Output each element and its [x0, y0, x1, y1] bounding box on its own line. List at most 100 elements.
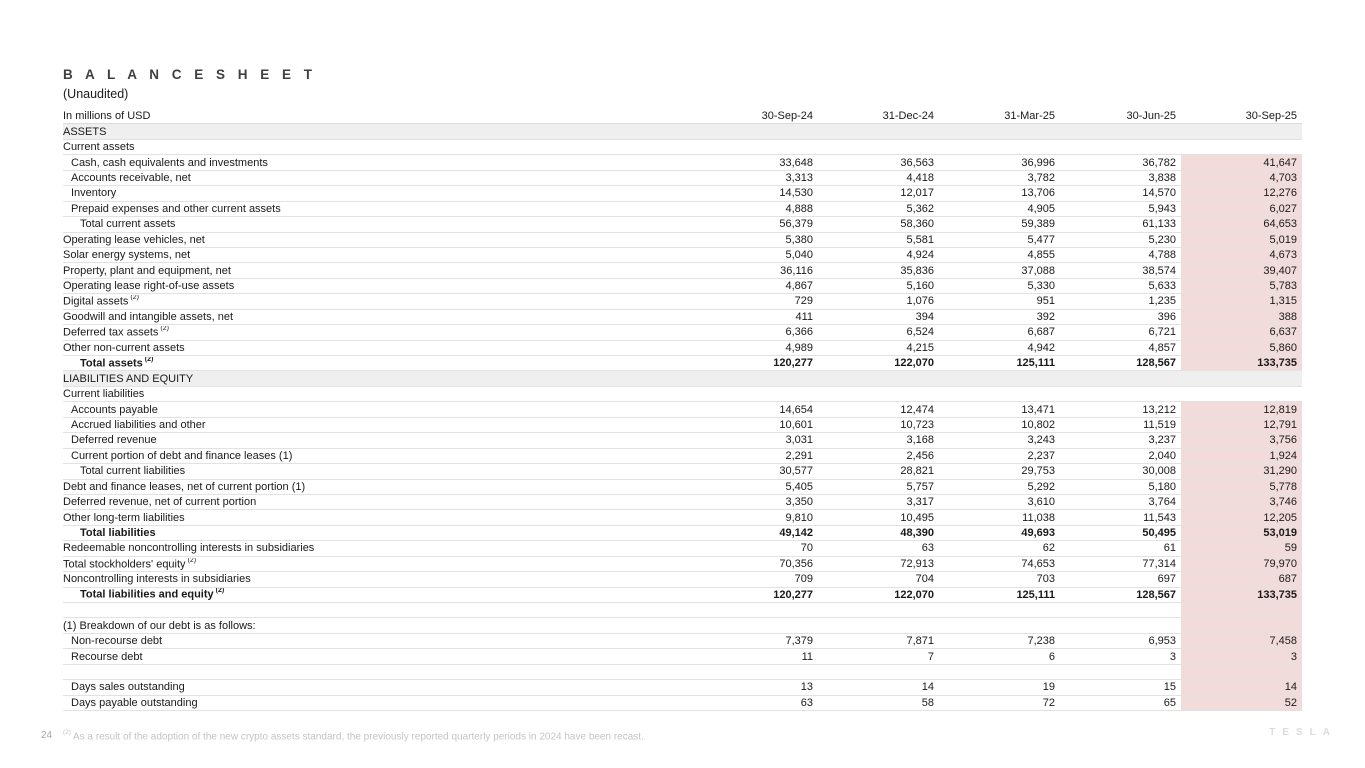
value-cell — [939, 665, 1060, 679]
value-cell: 13,471 — [1021, 403, 1055, 416]
value-cell: 2,291 — [785, 449, 813, 462]
value-cell: 10,495 — [900, 511, 934, 524]
value-cell-current-quarter: 79,970 — [1181, 556, 1302, 572]
unit-label: In millions of USD — [63, 110, 151, 123]
value-cell: 5,180 — [1148, 480, 1176, 493]
value-cell-current-quarter: 12,819 — [1181, 402, 1302, 417]
value-cell: 5,230 — [1148, 233, 1176, 246]
value-cell: 38,574 — [1142, 264, 1176, 277]
value-cell — [697, 618, 818, 632]
footnote: (2) As a result of the adoption of the ne… — [61, 729, 644, 742]
value-cell — [697, 124, 818, 138]
value-cell: 5,292 — [1027, 480, 1055, 493]
table-row: Current liabilities — [63, 387, 1302, 403]
row-label: Solar energy systems, net — [63, 249, 191, 262]
row-label: Recourse debt — [71, 650, 143, 663]
row-label: Other non-current assets — [63, 341, 185, 354]
value-cell: 37,088 — [1021, 264, 1055, 277]
value-cell: 3,764 — [1148, 496, 1176, 509]
table-row: Days payable outstanding 63 58 72 65 52 — [63, 695, 1302, 712]
value-cell: 120,277 — [773, 588, 813, 601]
row-label: Cash, cash equivalents and investments — [71, 156, 268, 169]
value-cell: 13 — [800, 681, 813, 694]
table-row: Total stockholders' equity (2) 70,356 72,91… — [63, 556, 1302, 573]
value-cell: 697 — [1157, 573, 1176, 586]
value-cell: 5,362 — [906, 202, 934, 215]
value-cell: 1,076 — [906, 295, 934, 308]
value-cell: 33,648 — [779, 156, 813, 169]
value-cell: 5,380 — [785, 233, 813, 246]
table-row: Deferred revenue 3,031 3,168 3,243 3,237 3,75… — [63, 433, 1302, 449]
value-cell: 3,168 — [906, 434, 934, 447]
table-row: Cash, cash equivalents and investments 33… — [63, 155, 1302, 171]
table-row: Other long-term liabilities 9,810 10,495 11… — [63, 510, 1302, 526]
value-cell — [939, 603, 1060, 617]
row-label: Total liabilities — [80, 527, 156, 540]
value-cell: 3,243 — [1027, 434, 1055, 447]
value-cell — [818, 124, 939, 138]
value-cell: 15 — [1163, 681, 1176, 694]
table-row: Total liabilities 49,142 48,390 49,693 50,49… — [63, 525, 1302, 542]
value-cell: 49,142 — [779, 527, 813, 540]
value-cell: 4,924 — [906, 249, 934, 262]
value-cell: 36,782 — [1142, 156, 1176, 169]
value-cell — [939, 371, 1060, 385]
footnote-marker: (2) — [63, 729, 71, 736]
row-label: (1) Breakdown of our debt is as follows: — [63, 619, 256, 632]
value-cell: 59,389 — [1021, 218, 1055, 231]
value-cell: 61,133 — [1142, 218, 1176, 231]
value-cell — [818, 618, 939, 632]
value-cell — [818, 665, 939, 679]
value-cell — [697, 603, 818, 617]
row-label: Prepaid expenses and other current asset… — [71, 202, 281, 215]
row-label: Operating lease vehicles, net — [63, 233, 205, 246]
table-row: Property, plant and equipment, net 36,116… — [63, 263, 1302, 279]
row-label: Other long-term liabilities — [63, 511, 185, 524]
value-cell: 12,474 — [900, 403, 934, 416]
value-cell — [697, 371, 818, 385]
value-cell-current-quarter: 53,019 — [1181, 525, 1302, 541]
value-cell: 128,567 — [1136, 588, 1176, 601]
value-cell: 11,543 — [1143, 511, 1176, 524]
value-cell: 4,857 — [1148, 341, 1176, 354]
footnote-ref: (2) — [130, 295, 139, 302]
value-cell: 7 — [927, 650, 934, 663]
value-cell: 4,867 — [785, 280, 813, 293]
table-row: Deferred tax assets (2) 6,366 6,524 6,687 6,7… — [63, 325, 1302, 341]
value-cell: 396 — [1157, 310, 1176, 323]
value-cell: 2,237 — [1027, 449, 1055, 462]
value-cell: 14,570 — [1142, 187, 1176, 200]
value-cell: 12,017 — [900, 187, 934, 200]
row-label: Deferred revenue, net of current portion — [63, 496, 257, 509]
value-cell: 6,524 — [906, 326, 934, 339]
value-cell: 6,687 — [1027, 326, 1055, 339]
column-header: 31-Mar-25 — [1004, 110, 1055, 123]
value-cell: 729 — [794, 295, 813, 308]
row-label: Total current liabilities — [80, 465, 186, 478]
value-cell-current-quarter — [1181, 664, 1302, 680]
value-cell: 30,577 — [779, 465, 813, 478]
table-row: Solar energy systems, net 5,040 4,924 4,855… — [63, 247, 1302, 264]
row-label: Deferred revenue — [71, 434, 157, 447]
value-cell: 3,838 — [1148, 171, 1176, 184]
value-cell: 72,913 — [900, 557, 934, 570]
value-cell: 703 — [1036, 573, 1055, 586]
value-cell-current-quarter — [1181, 124, 1302, 138]
value-cell: 9,810 — [785, 511, 813, 524]
value-cell: 50,495 — [1142, 527, 1176, 540]
page-subtitle: (Unaudited) — [63, 87, 129, 101]
value-cell — [939, 618, 1060, 632]
value-cell — [1060, 618, 1181, 632]
value-cell: 6,953 — [1148, 635, 1176, 648]
value-cell: 36,563 — [900, 156, 934, 169]
value-cell: 2,456 — [906, 449, 934, 462]
value-cell: 13,212 — [1142, 403, 1176, 416]
column-header: 30-Sep-25 — [1245, 110, 1297, 123]
value-cell — [697, 387, 818, 401]
value-cell: 125,111 — [1016, 588, 1055, 601]
value-cell: 74,653 — [1021, 557, 1055, 570]
value-cell: 5,330 — [1027, 280, 1055, 293]
value-cell: 122,070 — [894, 588, 934, 601]
row-label: Deferred tax assets (2) — [63, 326, 169, 339]
